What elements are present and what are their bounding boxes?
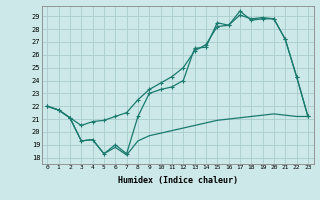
X-axis label: Humidex (Indice chaleur): Humidex (Indice chaleur) [118, 176, 237, 185]
